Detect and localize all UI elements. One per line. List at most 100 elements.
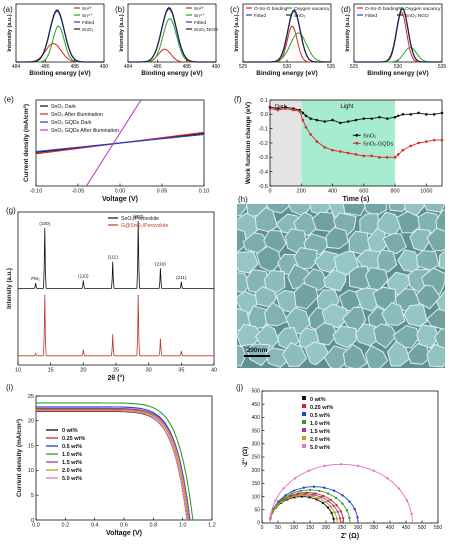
jv-curve-5.0 wt%: [36, 410, 188, 521]
xrd-pattern-SnO₂/Perovskite: [18, 221, 214, 289]
legend-entry: SnO₂ After illumination: [51, 112, 103, 118]
legend-marker: [355, 133, 359, 137]
wf-point: [339, 121, 342, 125]
nyquist-point: [338, 517, 342, 520]
jv-y-tick-label: 0: [31, 518, 34, 524]
nyquist-point: [341, 517, 345, 520]
wf-point: [440, 111, 444, 115]
xps-x-tick-label: 535: [327, 64, 336, 70]
xps-panel-frame: [353, 3, 443, 63]
legend-entry: 1.5 wt%: [62, 460, 82, 466]
wf-point: [268, 107, 272, 110]
nyquist-y-tick-label: 150: [252, 481, 261, 487]
wf-point: [432, 138, 436, 142]
panel-label: (i): [6, 383, 13, 392]
nyquist-point: [275, 505, 278, 508]
wf-point: [401, 113, 405, 116]
wf-point: [309, 117, 312, 120]
nyquist-point: [305, 491, 308, 494]
sem-grain: [416, 249, 440, 271]
wf-point: [396, 153, 400, 156]
nyquist-point: [274, 499, 277, 502]
sem-grain: [263, 269, 286, 294]
wf-point: [417, 141, 420, 145]
nyquist-y-tick-label: 250: [252, 455, 261, 461]
sem-grain: [387, 340, 411, 367]
legend-entry: 5.0 wt%: [62, 476, 82, 482]
nyquist-point: [294, 494, 297, 498]
peak-label: (111): [108, 255, 119, 260]
jv-x-tick-label: 1.0: [179, 523, 187, 529]
wf-point: [298, 110, 302, 113]
x-axis-label: Binding energy (eV): [367, 70, 428, 77]
legend-entry: 0 wt%: [310, 397, 326, 403]
wf-point: [409, 113, 413, 116]
sem-grain: [416, 324, 440, 349]
wf-point: [346, 120, 350, 123]
xps-x-tick-label: 530: [283, 64, 292, 70]
legend-entry: 1.0 wt%: [310, 421, 330, 427]
jv-y-tick-label: 25: [28, 394, 34, 400]
nyquist-point: [356, 516, 359, 519]
nyquist-point: [307, 469, 311, 472]
nyquist-y-tick-label: 100: [252, 494, 261, 500]
wf-point: [331, 118, 334, 122]
xps-x-tick-label: 525: [239, 64, 248, 70]
xrd-x-tick-label: 25: [113, 368, 119, 374]
nyquist-point: [302, 494, 305, 497]
jv-x-tick-label: 1.2: [208, 523, 216, 529]
wf-point: [401, 148, 405, 152]
xrd-x-tick-label: 10: [15, 368, 21, 374]
wf-point: [425, 113, 428, 116]
xrd-pattern-G@SnO₂/Perovskite: [18, 294, 214, 357]
y-axis-label: Intensity (a.u.): [345, 14, 351, 51]
sem-grain: [426, 227, 445, 252]
sem-grain: [376, 249, 398, 273]
nyquist-point: [326, 506, 330, 509]
nyquist-point: [292, 489, 296, 492]
xps-panel-frame: [127, 3, 217, 63]
peak-label: (210): [155, 261, 166, 266]
y-axis-label: Intensity (a.u.): [7, 268, 13, 309]
sem-grain: [435, 290, 445, 312]
legend-entry: Sn²⁺: [82, 6, 92, 12]
legend-entry: Sn⁴⁺: [82, 13, 93, 19]
wf-point: [432, 113, 436, 116]
x-axis-label: Voltage (V): [106, 530, 142, 537]
sem-grain: [438, 249, 445, 270]
panel-label: (h): [238, 195, 248, 204]
jv-curve-1.0 wt%: [36, 402, 194, 521]
sem-grain: [423, 204, 445, 213]
nyquist-point: [329, 498, 332, 502]
nyquist-point: [304, 492, 307, 496]
nyquist-point: [339, 510, 342, 513]
wf-point: [301, 111, 305, 115]
legend-marker: [302, 444, 306, 448]
legend-entry: 0.25 wt%: [62, 436, 85, 442]
scale-bar-label: 200nm: [247, 347, 268, 354]
peak-label: (110): [78, 273, 89, 278]
nyquist-point: [345, 509, 349, 512]
sem-grain: [415, 284, 441, 310]
sem-grain: [373, 323, 398, 349]
jv-x-tick-label: 0.0: [32, 523, 40, 529]
wf-point: [304, 114, 308, 118]
sem-grain: [355, 323, 378, 347]
xps-panel-frame: [15, 3, 105, 63]
xps-curve-SnO₂: [16, 9, 104, 63]
xps-x-tick-label: 488: [70, 64, 79, 70]
wf-point: [309, 133, 312, 136]
wf-y-tick-label: 0.1: [260, 98, 268, 104]
nyquist-point: [386, 477, 389, 480]
legend-entry: 0.5 wt%: [310, 413, 330, 419]
nyquist-x-tick-label: 50: [275, 525, 281, 531]
xps-curve-SnO₂: [243, 9, 331, 63]
y-axis-label: Current density (mA/cm²): [16, 419, 23, 497]
wf-point: [409, 144, 413, 148]
jv-y-tick-label: 15: [28, 443, 34, 449]
wf-point: [354, 153, 358, 156]
peak-label: (100): [39, 221, 50, 226]
sem-grain: [237, 204, 249, 217]
sem-grain: [407, 343, 431, 365]
nyquist-point: [318, 489, 321, 493]
